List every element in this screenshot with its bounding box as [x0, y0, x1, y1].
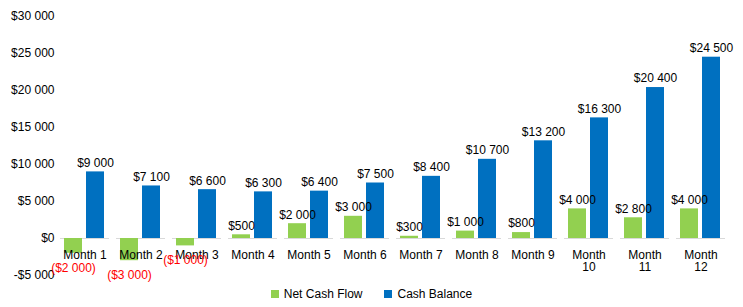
svg-text:($2 000): ($2 000) — [51, 261, 96, 275]
svg-text:-$5 000: -$5 000 — [14, 268, 55, 282]
svg-text:$7 500: $7 500 — [357, 167, 394, 181]
svg-text:$16 300: $16 300 — [578, 102, 622, 116]
svg-text:Month 8: Month 8 — [455, 248, 499, 262]
svg-text:$9 000: $9 000 — [77, 156, 114, 170]
svg-text:$500: $500 — [228, 219, 255, 233]
svg-text:$8 400: $8 400 — [413, 160, 450, 174]
svg-text:$3 000: $3 000 — [335, 200, 372, 214]
svg-text:Month 5: Month 5 — [287, 248, 331, 262]
svg-text:$1 000: $1 000 — [447, 215, 484, 229]
svg-text:Month 7: Month 7 — [399, 248, 443, 262]
svg-text:Month 4: Month 4 — [231, 248, 275, 262]
svg-text:Month12: Month12 — [684, 248, 717, 274]
svg-text:$300: $300 — [396, 220, 423, 234]
svg-text:$24 500: $24 500 — [690, 41, 734, 55]
svg-text:Month 6: Month 6 — [343, 248, 387, 262]
svg-text:$5 000: $5 000 — [18, 194, 55, 208]
svg-text:$30 000: $30 000 — [11, 9, 55, 23]
svg-text:$25 000: $25 000 — [11, 46, 55, 60]
svg-text:$800: $800 — [508, 216, 535, 230]
svg-text:$13 200: $13 200 — [522, 125, 566, 139]
svg-text:$2 800: $2 800 — [615, 202, 652, 216]
svg-text:$7 100: $7 100 — [133, 170, 170, 184]
svg-text:$10 000: $10 000 — [11, 157, 55, 171]
html-text:Net Cash Flow: Net Cash Flow — [283, 287, 363, 301]
svg-text:$20 000: $20 000 — [11, 83, 55, 97]
svg-text:$6 400: $6 400 — [301, 175, 338, 189]
svg-text:$2 000: $2 000 — [279, 208, 316, 222]
svg-text:$4 000: $4 000 — [559, 193, 596, 207]
svg-text:Month 9: Month 9 — [511, 248, 555, 262]
svg-text:($1 000): ($1 000) — [163, 253, 208, 267]
svg-text:$0: $0 — [41, 231, 55, 245]
svg-text:$10 700: $10 700 — [466, 143, 510, 157]
svg-text:$4 000: $4 000 — [671, 193, 708, 207]
svg-text:$20 400: $20 400 — [634, 71, 678, 85]
svg-text:Month 2: Month 2 — [119, 248, 163, 262]
svg-text:Month 1: Month 1 — [63, 248, 107, 262]
svg-text:Month11: Month11 — [628, 248, 661, 274]
svg-text:$15 000: $15 000 — [11, 120, 55, 134]
svg-text:($3 000): ($3 000) — [107, 268, 152, 282]
svg-text:$6 600: $6 600 — [189, 174, 226, 188]
svg-text:$6 300: $6 300 — [245, 176, 282, 190]
html-text:Cash Balance: Cash Balance — [397, 287, 473, 301]
svg-text:Month10: Month10 — [572, 248, 605, 274]
